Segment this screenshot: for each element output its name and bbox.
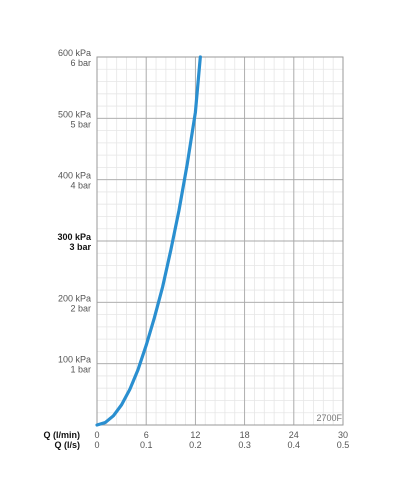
x-tick-label-lmin: 18 [240,430,250,440]
series-line [95,55,202,427]
x-tick-label-lmin: 30 [338,430,348,440]
y-tick-label-bar: 4 bar [70,181,91,191]
y-tick-label-bar: 1 bar [70,365,91,375]
y-tick-label-bar: 5 bar [70,119,91,129]
y-tick-label-kpa: 200 kPa [58,293,91,303]
series-layer [95,55,202,427]
x-tick-label-ls: 0.4 [288,440,301,450]
x-tick-label-lmin: 24 [289,430,299,440]
x-tick-label-lmin: 12 [190,430,200,440]
y-tick-label-kpa: 500 kPa [58,109,91,119]
y-tick-label-bar: 6 bar [70,58,91,68]
chart-code-label: 2700F [316,413,342,423]
y-tick-label-bar: 3 bar [69,242,91,252]
x-axis-label-ls: Q (l/s) [54,440,80,450]
x-tick-label-ls: 0.5 [337,440,350,450]
y-tick-label-kpa: 300 kPa [57,232,92,242]
x-tick-label-ls: 0.1 [140,440,153,450]
major-grid [97,57,343,425]
x-tick-labels: 00 60.1 120.2 180.3 240.4 300.5 [94,430,349,450]
plot-frame [96,56,344,426]
y-tick-label-kpa: 400 kPa [58,171,91,181]
x-axis-label-lmin: Q (l/min) [44,430,81,440]
x-tick-label-ls: 0.3 [238,440,251,450]
x-tick-label-lmin: 0 [94,430,99,440]
y-tick-label-kpa: 600 kPa [58,48,91,58]
y-tick-label-bar: 2 bar [70,303,91,313]
y-tick-label-kpa: 100 kPa [58,355,91,365]
x-tick-label-ls: 0.2 [189,440,202,450]
x-tick-label-lmin: 6 [144,430,149,440]
x-tick-label-ls: 0 [94,440,99,450]
